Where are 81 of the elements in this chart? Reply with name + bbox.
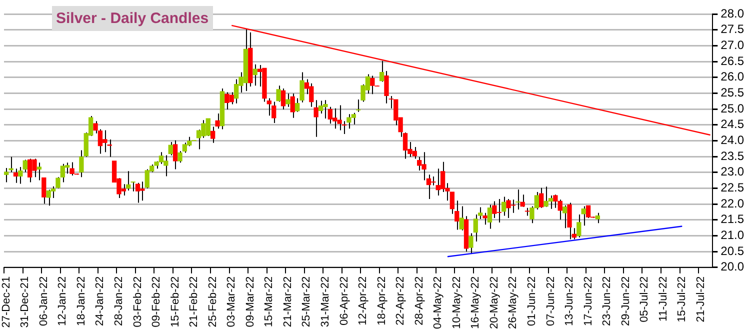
y-tick-label: 27.5 [720, 22, 744, 36]
candlestick [276, 85, 281, 102]
candlestick [79, 150, 84, 178]
x-tick-label: 29-Jun-22 [620, 276, 632, 326]
x-tick-label: 05-Jul-22 [638, 276, 651, 322]
x-tick-label: 06-Jan-22 [38, 276, 50, 326]
x-tick-label: 09-Mar-22 [244, 276, 256, 328]
x-tick-label: 03-Feb-22 [132, 276, 144, 328]
y-tick-label: 25.5 [720, 86, 744, 100]
y-tick-label: 21.5 [720, 212, 744, 226]
y-tick-label: 24.5 [720, 117, 744, 132]
x-tick-label: 01-Jun-22 [526, 276, 538, 326]
x-tick-label: 24-Jan-22 [94, 276, 106, 326]
candlestick [595, 212, 600, 224]
x-tick-label: 21-Feb-22 [188, 276, 200, 328]
candlestick [516, 188, 520, 210]
x-tick-label: 11-Jul-22 [657, 276, 670, 322]
candlestick [286, 93, 290, 108]
x-tick-label: 03-Mar-22 [226, 276, 238, 328]
x-tick-label: 15-Jul-22 [676, 276, 688, 322]
x-tick-label: 12-Apr-22 [357, 276, 370, 326]
x-tick-label: 10-May-22 [450, 276, 463, 329]
candlestick [272, 101, 276, 124]
x-tick-label: 21-Mar-22 [282, 276, 294, 328]
y-tick-label: 22.5 [720, 180, 744, 195]
y-tick-label: 24.0 [720, 133, 744, 148]
x-tick-label: 22-Apr-22 [394, 276, 407, 326]
x-tick-label: 31-Mar-22 [320, 276, 332, 328]
x-tick-label: 20-May-22 [488, 276, 500, 329]
x-tick-label: 17-Jun-22 [582, 276, 594, 326]
candlestick [18, 166, 23, 184]
candlestick [280, 88, 286, 110]
y-tick-label: 28.0 [720, 6, 744, 20]
candlestick [22, 159, 28, 173]
chart-title: Silver - Daily Candles [52, 6, 213, 31]
y-tick-label: 25.0 [720, 101, 744, 116]
x-tick-label: 13-Jun-22 [564, 276, 576, 326]
x-tick-label: 25-Feb-22 [206, 276, 219, 328]
x-tick-label: 28-Apr-22 [413, 276, 426, 326]
candlestick [581, 206, 586, 226]
candlestick [210, 126, 216, 144]
y-tick-label: 23.5 [720, 148, 744, 163]
y-tick-label: 20.0 [720, 260, 744, 274]
candlestick [13, 168, 18, 184]
x-tick-label: 06-Apr-22 [338, 276, 350, 326]
x-tick-label: 09-Feb-22 [150, 276, 163, 328]
x-tick-label: 16-May-22 [470, 276, 482, 329]
x-tick-label: 27-Dec-21 [0, 276, 12, 328]
x-tick-label: 04-May-22 [432, 276, 444, 329]
candlestick [379, 60, 384, 82]
x-tick-label: 23-Jun-22 [601, 276, 614, 326]
x-tick-label: 31-Dec-21 [19, 276, 32, 328]
candlestick [468, 232, 474, 254]
candlestick [314, 100, 318, 138]
x-tick-label: 28-Jan-22 [113, 276, 126, 326]
x-tick-label: 21-Jul-22 [694, 276, 707, 322]
x-tick-label: 18-Apr-22 [376, 276, 388, 326]
y-tick-label: 27.0 [720, 38, 744, 52]
candlestick [454, 200, 460, 230]
candlestick [252, 64, 258, 86]
x-tick-label: 26-May-22 [507, 276, 520, 329]
candlestick [215, 112, 220, 130]
y-tick-label: 22.0 [720, 196, 744, 210]
y-tick-label: 26.0 [720, 70, 744, 84]
y-tick-label: 26.5 [720, 54, 744, 68]
y-tick-label: 21.0 [720, 228, 744, 242]
candlestick [36, 162, 42, 181]
x-tick-label: 18-Jan-22 [75, 276, 88, 326]
candlestick [290, 93, 295, 118]
x-tick-label: 25-Mar-22 [300, 276, 313, 328]
x-tick-label: 15-Mar-22 [263, 276, 276, 328]
y-tick-label: 23.0 [720, 164, 744, 179]
x-tick-label: 15-Feb-22 [169, 276, 182, 328]
x-tick-label: 12-Jan-22 [56, 276, 69, 326]
candlestick [487, 204, 492, 230]
candlestick [168, 141, 173, 156]
candlestick [576, 214, 582, 238]
candlestick [539, 187, 544, 208]
x-tick-label: 07-Jun-22 [544, 276, 557, 326]
candlestick [172, 140, 178, 170]
y-tick-label: 20.5 [720, 244, 744, 258]
